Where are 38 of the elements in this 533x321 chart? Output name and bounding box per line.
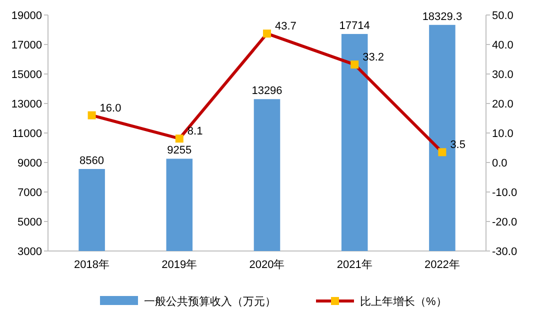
point [88, 111, 96, 120]
y2-tick-label: 0.0 [492, 158, 508, 170]
y-tick-label: 3000 [18, 246, 42, 258]
y2-tick-label: 20.0 [492, 98, 514, 110]
data-label: 18329.3 [422, 10, 462, 23]
y-tick-label: 13000 [11, 98, 42, 110]
x-tick-label: 2020年 [249, 259, 285, 271]
data-label: 9255 [167, 144, 192, 157]
y2-tick-label: 30.0 [492, 69, 514, 81]
point [350, 60, 359, 69]
x-tick-label: 2018年 [74, 259, 110, 271]
x-tick-label: 2019年 [162, 259, 198, 271]
y-tick-label: 19000 [11, 10, 42, 22]
data-label: 17714 [339, 20, 370, 32]
y2-tick-label: 40.0 [492, 40, 514, 52]
y-tick-label: 15000 [11, 69, 42, 81]
legend-label: 一般公共预算收入（万元） [144, 295, 276, 308]
y-tick-label: 5000 [18, 216, 42, 228]
x-tick-label: 2022年 [424, 259, 460, 271]
y-tick-label: 11000 [12, 128, 42, 140]
y2-tick-label: -30.0 [492, 246, 518, 258]
data-label: 16.0 [100, 102, 122, 114]
y-tick-label: 17000 [11, 40, 42, 52]
y-tick-label: 7000 [18, 187, 42, 199]
y2-tick-label: -20.0 [492, 216, 518, 228]
data-label: 43.7 [275, 20, 296, 33]
point [263, 30, 271, 38]
point [175, 134, 184, 143]
legend-label: 比上年增长（%） [360, 295, 447, 308]
y-tick-label: 9000 [18, 158, 42, 170]
data-label: 13296 [252, 85, 282, 98]
y2-tick-label: 10.0 [492, 128, 514, 140]
data-label: 8.1 [187, 126, 203, 138]
y2-tick-label: 50.0 [492, 10, 514, 22]
point [438, 148, 446, 156]
data-label: 8560 [80, 154, 104, 167]
y2-tick-label: -10.0 [492, 187, 518, 199]
x-tick-label: 2021年 [336, 259, 372, 271]
